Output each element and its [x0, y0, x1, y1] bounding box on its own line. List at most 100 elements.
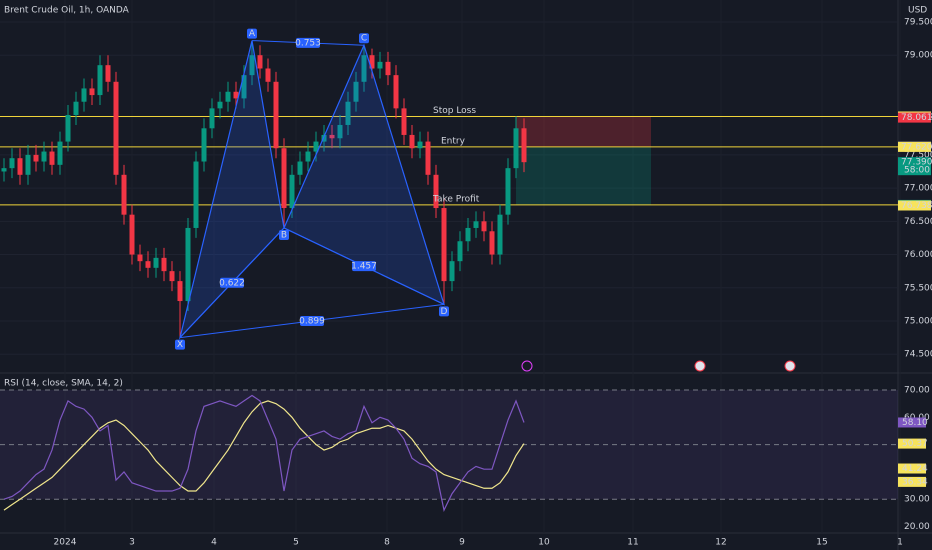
candle-body	[393, 75, 399, 109]
time-label: 12	[715, 538, 726, 548]
rsi-tag-label: 50.37	[902, 439, 928, 449]
y-tick-label: 77.000	[904, 184, 932, 194]
candles	[1, 40, 527, 338]
candle-body	[265, 68, 271, 82]
rsi-tick-label: 20.00	[904, 522, 930, 532]
candle-body	[481, 221, 487, 232]
time-label: 2024	[54, 538, 77, 548]
candle-body	[457, 241, 463, 262]
candle-body	[297, 161, 303, 175]
point-box	[247, 28, 257, 39]
candle-body	[225, 91, 231, 102]
price-tag-label: 78.061	[901, 113, 932, 123]
chart-title: Brent Crude Oil, 1h, OANDA	[4, 6, 130, 16]
price-tag	[898, 157, 931, 176]
candle-body	[329, 134, 335, 139]
candle-body	[345, 101, 351, 125]
candle-body	[497, 214, 503, 255]
point-label: B	[281, 230, 287, 240]
price-tag-label: 76.738	[901, 201, 932, 211]
candle-body	[377, 61, 383, 69]
time-label: 11	[627, 538, 638, 548]
candle-body	[97, 65, 103, 96]
candle-body	[201, 128, 207, 162]
candle-body	[241, 75, 247, 99]
ratio-label: 0.622	[219, 278, 245, 288]
candle-body	[121, 174, 127, 215]
candle-body	[233, 91, 239, 99]
candle-body	[465, 227, 471, 242]
countdown: 58:00	[904, 166, 930, 176]
ratio-label: 0.753	[295, 38, 321, 48]
y-tick-label: 77.500	[904, 150, 932, 160]
price-tag	[898, 141, 931, 152]
rsi-tag	[898, 438, 926, 449]
candle-body	[361, 55, 367, 82]
rsi-tag-label: 58.10	[902, 418, 928, 428]
rsi-tag-label: 36.34	[902, 477, 928, 487]
candle-body	[417, 141, 423, 149]
candle-body	[281, 148, 287, 209]
level-label: Stop Loss	[433, 106, 476, 116]
rsi-tag	[898, 463, 926, 474]
candle-body	[113, 81, 119, 175]
candle-body	[425, 141, 431, 175]
price-tag-label: 77.390	[901, 158, 932, 168]
y-tick-label: 76.000	[904, 250, 932, 260]
candle-body	[441, 208, 447, 282]
point-label: C	[361, 34, 367, 44]
candle-body	[89, 88, 95, 96]
ratio-box	[300, 315, 324, 326]
rsi-band	[0, 389, 898, 500]
candle-body	[153, 257, 159, 268]
candle-body	[369, 55, 375, 69]
rsi-pane	[0, 389, 898, 512]
point-box	[359, 33, 369, 44]
level-label: Entry	[441, 136, 466, 146]
candle-body	[129, 214, 135, 255]
candle-body	[321, 134, 327, 142]
candle-body	[193, 161, 199, 228]
y-tick-label: 79.500	[904, 17, 932, 27]
point-box	[279, 229, 289, 240]
rsi-tag-label: 41.24	[902, 464, 928, 474]
time-label: 10	[538, 538, 550, 548]
candle-body	[25, 154, 31, 175]
candle-body	[209, 108, 215, 129]
stop-zone	[516, 116, 651, 147]
rsi-tick-label: 30.00	[904, 495, 930, 505]
ratio-box	[352, 261, 376, 272]
y-tick-label: 75.000	[904, 316, 932, 326]
time-label: 1	[897, 538, 903, 548]
rsi-sma-line	[3, 400, 525, 511]
flag-icon[interactable]	[784, 360, 796, 372]
candle-body	[257, 55, 263, 69]
flag-icon[interactable]	[694, 360, 706, 372]
candle-body	[289, 174, 295, 209]
rsi-tag	[898, 417, 926, 428]
y-tick-label: 76.500	[904, 217, 932, 227]
level-label: Take Profit	[432, 194, 480, 204]
candle-body	[385, 61, 391, 76]
candle-body	[169, 271, 175, 282]
candle-body	[433, 174, 439, 209]
point-box	[439, 306, 449, 317]
candle-body	[105, 65, 111, 82]
rsi-tick-label: 70.00	[904, 385, 930, 395]
candle-body	[81, 88, 87, 102]
candle-body	[337, 124, 343, 139]
candle-body	[449, 261, 455, 282]
event-icon[interactable]	[521, 360, 533, 372]
time-label: 4	[211, 538, 217, 548]
ratio-label: 1.457	[351, 262, 377, 272]
point-label: D	[441, 307, 448, 317]
candle-body	[9, 158, 15, 169]
y-tick-label: 75.500	[904, 283, 932, 293]
candle-body	[273, 81, 279, 149]
time-label: 5	[293, 538, 299, 548]
candle-body	[1, 168, 7, 172]
y-tick-label: 79.000	[904, 51, 932, 61]
candle-body	[249, 55, 255, 76]
